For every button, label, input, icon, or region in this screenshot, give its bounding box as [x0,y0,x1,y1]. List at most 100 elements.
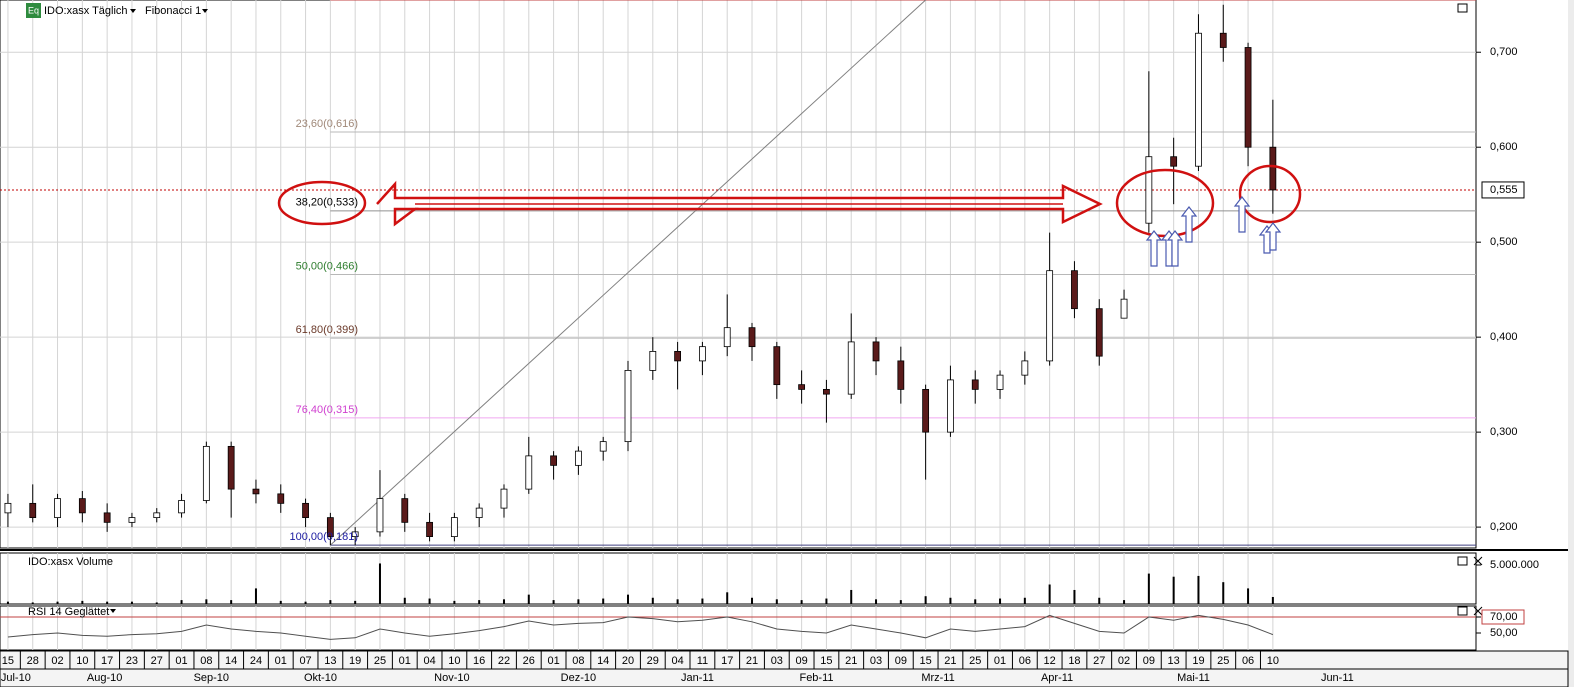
candle-body [1046,270,1054,362]
dropdown-arrow[interactable] [202,9,208,13]
volume-bar [800,600,803,604]
fib-level-label: 38,20(0,533) [296,197,358,209]
close-button[interactable] [1473,606,1483,616]
fib-level-label: 100,00(0,181) [290,531,359,543]
x-tick-label: 10 [1267,655,1279,667]
candle-body [1071,270,1078,310]
candle-body [351,531,359,538]
candle-body [326,517,334,538]
dropdown-arrow[interactable] [130,9,136,13]
volume-bar [751,597,754,604]
x-tick-label: 25 [1217,655,1229,667]
candle-body [1120,298,1128,319]
x-tick-label: 07 [299,655,311,667]
x-tick-label: 21 [944,655,956,667]
x-tick-label: 18 [1068,655,1080,667]
eq-icon[interactable] [26,3,41,18]
fib-level-label: 76,40(0,315) [296,404,358,416]
candle-body [798,384,806,390]
x-tick-label: 17 [101,655,113,667]
y-tick-label: 0,500 [1490,236,1518,248]
volume-bar [254,588,257,604]
volume-bar [1172,576,1175,604]
candle-body [4,502,12,514]
x-tick-label: 01 [275,655,287,667]
maximize-button[interactable] [1457,556,1468,566]
candle-body [1095,308,1103,357]
up-arrow [1166,230,1184,267]
month-label: Jun-11 [1321,672,1354,684]
x-tick-label: 27 [1093,655,1105,667]
volume-bar [726,592,729,604]
up-arrow [1233,196,1251,233]
y-tick-label: 50,00 [1490,627,1518,639]
volume-bar [378,563,381,604]
x-tick-label: 02 [51,655,63,667]
x-tick-label: 08 [572,655,584,667]
annotation-arrow [376,180,419,227]
x-tick-label: 19 [1192,655,1204,667]
volume-bar [899,600,902,604]
candle-body [723,327,731,348]
up-arrow [1264,222,1282,251]
rsi-title: RSI 14 Geglättet [28,606,109,618]
candle-body [500,488,508,509]
volume-bar [924,596,927,604]
candle-body [78,498,86,514]
dropdown-arrow[interactable] [110,609,116,613]
x-tick-label: 23 [126,655,138,667]
x-tick-label: 01 [547,655,559,667]
volume-bar [6,601,9,604]
volume-bar [627,594,630,604]
volume-bar [1073,589,1076,604]
x-tick-label: 04 [671,655,683,667]
y-tick-label: 0,400 [1490,331,1518,343]
candle-body [971,379,979,390]
x-tick-label: 09 [1143,655,1155,667]
candle-body [1244,47,1252,148]
x-tick-label: 15 [2,655,14,667]
close-button[interactable] [1473,556,1483,566]
volume-bar [1123,600,1126,604]
candle-body [1021,360,1029,376]
x-tick-label: 10 [76,655,88,667]
volume-bar [56,601,59,604]
month-label: Okt-10 [304,672,337,684]
fib-level-label: 23,60(0,616) [296,118,358,130]
trendline [330,0,926,546]
indicator-label[interactable]: Fibonacci 1 [145,5,201,17]
candle-body [624,369,632,443]
volume-bar [577,599,580,604]
candle-body [1269,146,1277,191]
candle-body [153,512,161,519]
last-price-box [1481,181,1525,199]
volume-bar [81,600,84,604]
x-tick-label: 19 [349,655,361,667]
y-tick-label: 5.000.000 [1490,559,1539,571]
candle-body [202,445,210,501]
x-tick-label: 26 [523,655,535,667]
x-tick-label: 14 [597,655,609,667]
y-tick-label: 0,200 [1490,521,1518,533]
annotation-ellipse [277,180,367,226]
x-tick-label: 02 [1118,655,1130,667]
candle-body [54,498,61,519]
maximize-button[interactable] [1457,3,1468,13]
volume-bar [1247,588,1250,604]
month-label: Jul-10 [1,672,31,684]
volume-bar [999,598,1002,604]
month-label: Jan-11 [681,672,714,684]
up-arrow [1145,230,1163,267]
tick-box [1481,609,1525,625]
maximize-button[interactable] [1457,606,1468,616]
month-label: Aug-10 [87,672,122,684]
candle-body [178,500,185,514]
symbol-label[interactable]: IDO:xasx Täglich [44,5,128,17]
volume-bar [651,597,654,604]
x-tick-label: 25 [374,655,386,667]
x-tick-label: 09 [895,655,907,667]
marks [4,4,1277,640]
x-tick-label: 16 [473,655,485,667]
x-tick-label: 10 [448,655,460,667]
